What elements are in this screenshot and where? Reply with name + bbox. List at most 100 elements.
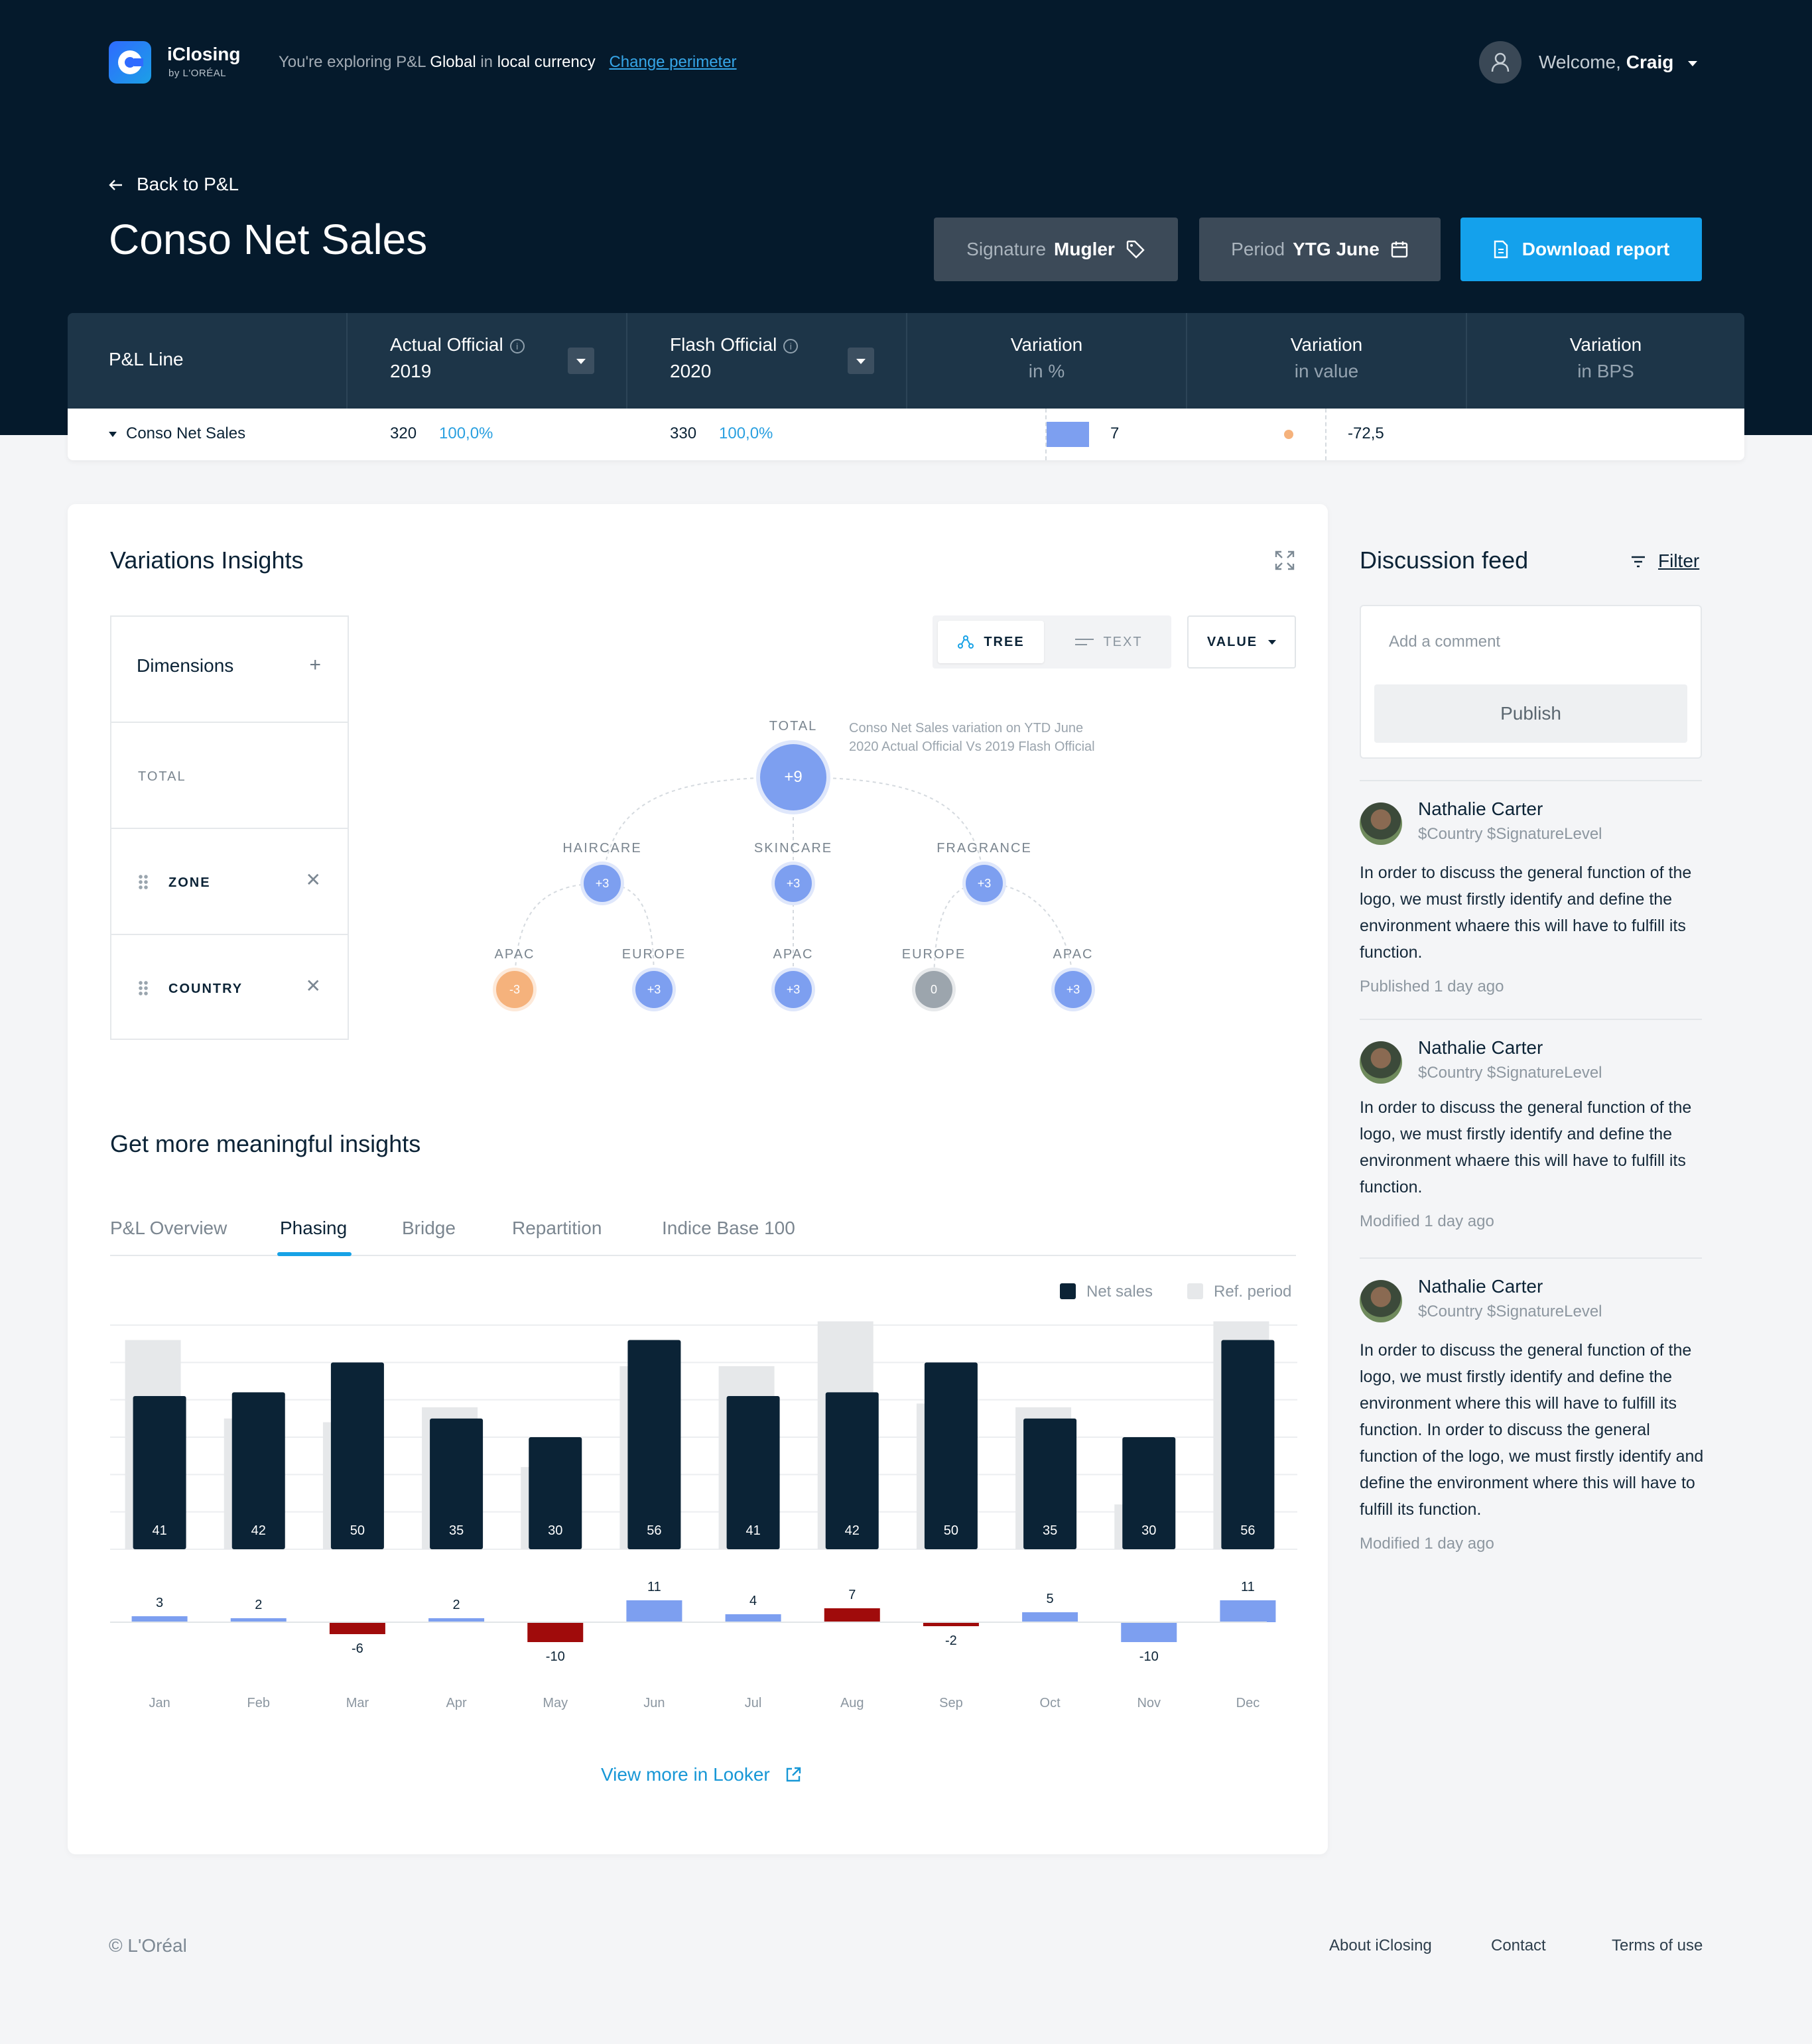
explore-in: in bbox=[480, 53, 493, 71]
footer-link-about[interactable]: About iClosing bbox=[1329, 1937, 1432, 1954]
x-tick-label: Jan bbox=[149, 1696, 170, 1710]
x-tick-label: Nov bbox=[1137, 1696, 1161, 1710]
variation-value-label: 3 bbox=[156, 1596, 163, 1610]
footer-copyright: © L'Oréal bbox=[109, 1935, 187, 1956]
info-icon[interactable]: i bbox=[509, 339, 525, 353]
tab-phasing[interactable]: Phasing bbox=[280, 1218, 348, 1238]
iclosing-logo[interactable] bbox=[109, 41, 151, 84]
divider bbox=[1360, 780, 1702, 781]
column-dropdown-button[interactable] bbox=[568, 348, 594, 374]
x-tick-label: Sep bbox=[939, 1696, 963, 1710]
col-title: Variation bbox=[1290, 334, 1363, 355]
variation-value-label: 11 bbox=[647, 1580, 661, 1594]
value-dropdown[interactable]: VALUE bbox=[1187, 615, 1296, 669]
legend-swatch bbox=[1187, 1283, 1203, 1299]
col-variation-value: Variation in value bbox=[1187, 313, 1467, 409]
signature-selector[interactable]: Signature Mugler bbox=[934, 218, 1178, 281]
avatar[interactable] bbox=[1360, 802, 1402, 845]
toggle-tree-label: TREE bbox=[984, 634, 1025, 649]
tree-node-skincare[interactable]: +3 bbox=[775, 865, 812, 902]
user-avatar[interactable] bbox=[1479, 41, 1521, 84]
avatar[interactable] bbox=[1360, 1041, 1402, 1084]
caret-down-icon[interactable] bbox=[109, 431, 117, 437]
net-sales-bar bbox=[133, 1396, 186, 1549]
dimensions-title: Dimensions bbox=[137, 655, 234, 676]
brand-subtitle: by L'ORÉAL bbox=[168, 68, 227, 79]
drag-handle-icon[interactable] bbox=[138, 980, 149, 996]
tab-pl-overview[interactable]: P&L Overview bbox=[110, 1218, 227, 1238]
add-dimension-icon[interactable]: + bbox=[309, 654, 321, 676]
dimension-zone[interactable]: ZONE ✕ bbox=[111, 829, 348, 935]
explore-currency: local currency bbox=[497, 53, 596, 71]
variation-value-label: 5 bbox=[1047, 1592, 1054, 1606]
col-title: Variation bbox=[1010, 334, 1083, 355]
user-icon bbox=[1491, 52, 1510, 72]
tree-node-total[interactable]: +9 bbox=[760, 744, 826, 810]
variation-bar bbox=[725, 1614, 781, 1622]
publish-button[interactable]: Publish bbox=[1374, 684, 1687, 743]
divider bbox=[1360, 1257, 1702, 1259]
legend-label: Ref. period bbox=[1214, 1283, 1292, 1301]
change-perimeter-link[interactable]: Change perimeter bbox=[609, 53, 737, 71]
period-label: Period bbox=[1231, 239, 1285, 259]
tree-node-haircare[interactable]: +3 bbox=[584, 865, 621, 902]
tree-root-label: TOTAL bbox=[769, 719, 818, 734]
x-tick-label: Jul bbox=[745, 1696, 762, 1710]
pl-table-header: P&L Line Actual Official i 2019 Flash Off… bbox=[68, 313, 1744, 409]
avatar[interactable] bbox=[1360, 1280, 1402, 1322]
info-icon[interactable]: i bbox=[783, 339, 799, 353]
comment-author: Nathalie Carter bbox=[1418, 1276, 1543, 1297]
footer-link-terms[interactable]: Terms of use bbox=[1612, 1937, 1703, 1954]
expand-icon[interactable] bbox=[1273, 549, 1296, 572]
column-dropdown-button[interactable] bbox=[848, 348, 874, 374]
variation-value: 7 bbox=[1110, 424, 1120, 442]
insights-title: Variations Insights bbox=[110, 546, 304, 574]
variation-bar bbox=[527, 1622, 584, 1642]
net-sales-bar bbox=[330, 1362, 384, 1549]
tree-node-skincare-apac[interactable]: +3 bbox=[775, 971, 812, 1008]
dimension-label: TOTAL bbox=[138, 769, 186, 784]
tree-node-fragrance[interactable]: +3 bbox=[966, 865, 1003, 902]
x-tick-label: Jun bbox=[643, 1696, 665, 1710]
toggle-text[interactable]: TEXT bbox=[1052, 621, 1166, 663]
footer-link-contact[interactable]: Contact bbox=[1491, 1937, 1546, 1954]
tab-bridge[interactable]: Bridge bbox=[402, 1218, 456, 1238]
back-link[interactable]: Back to P&L bbox=[109, 174, 239, 195]
period-value: YTG June bbox=[1293, 239, 1380, 259]
drag-handle-icon[interactable] bbox=[138, 874, 149, 890]
tab-indice-base-100[interactable]: Indice Base 100 bbox=[662, 1218, 795, 1238]
tree-node-haircare-europe[interactable]: +3 bbox=[635, 971, 673, 1008]
text-lines-icon bbox=[1075, 639, 1094, 645]
remove-dimension-icon[interactable]: ✕ bbox=[305, 976, 321, 996]
x-tick-label: Feb bbox=[247, 1696, 270, 1710]
looker-label: View more in Looker bbox=[601, 1764, 770, 1785]
brand-name: iClosing bbox=[167, 44, 241, 64]
actual-value: 320 bbox=[390, 424, 417, 442]
filter-button[interactable]: Filter bbox=[1630, 550, 1699, 572]
download-report-button[interactable]: Download report bbox=[1460, 218, 1702, 281]
tree-node-fragrance-apac[interactable]: +3 bbox=[1055, 971, 1092, 1008]
status-dot bbox=[1284, 430, 1293, 439]
pl-row-conso-net-sales[interactable]: Conso Net Sales 320 100,0% 330 100,0% 7 … bbox=[68, 409, 1744, 460]
remove-dimension-icon[interactable]: ✕ bbox=[305, 869, 321, 890]
comment-input[interactable]: Add a comment bbox=[1389, 633, 1501, 651]
active-tab-indicator bbox=[277, 1252, 352, 1256]
signature-label: Signature bbox=[966, 239, 1047, 259]
tree-node-label: APAC bbox=[1053, 947, 1094, 962]
view-more-looker-link[interactable]: View more in Looker bbox=[601, 1764, 802, 1785]
period-selector[interactable]: Period YTG June bbox=[1199, 218, 1441, 281]
toggle-text-label: TEXT bbox=[1103, 634, 1143, 649]
dimension-total[interactable]: TOTAL bbox=[111, 723, 348, 829]
variation-bar bbox=[131, 1616, 188, 1622]
view-toggle: TREE TEXT bbox=[933, 615, 1171, 669]
toggle-tree[interactable]: TREE bbox=[938, 621, 1044, 663]
value-dropdown-label: VALUE bbox=[1206, 634, 1258, 649]
tree-node-haircare-apac[interactable]: -3 bbox=[496, 971, 533, 1008]
user-menu[interactable]: Welcome, Craig bbox=[1539, 52, 1698, 73]
variation-value-label: -10 bbox=[1139, 1649, 1159, 1664]
tab-repartition[interactable]: Repartition bbox=[512, 1218, 602, 1238]
tree-node-fragrance-europe[interactable]: 0 bbox=[915, 971, 952, 1008]
dimension-country[interactable]: COUNTRY ✕ bbox=[111, 935, 348, 1039]
variation-value-label: -10 bbox=[546, 1649, 565, 1664]
x-tick-label: Apr bbox=[446, 1696, 467, 1710]
